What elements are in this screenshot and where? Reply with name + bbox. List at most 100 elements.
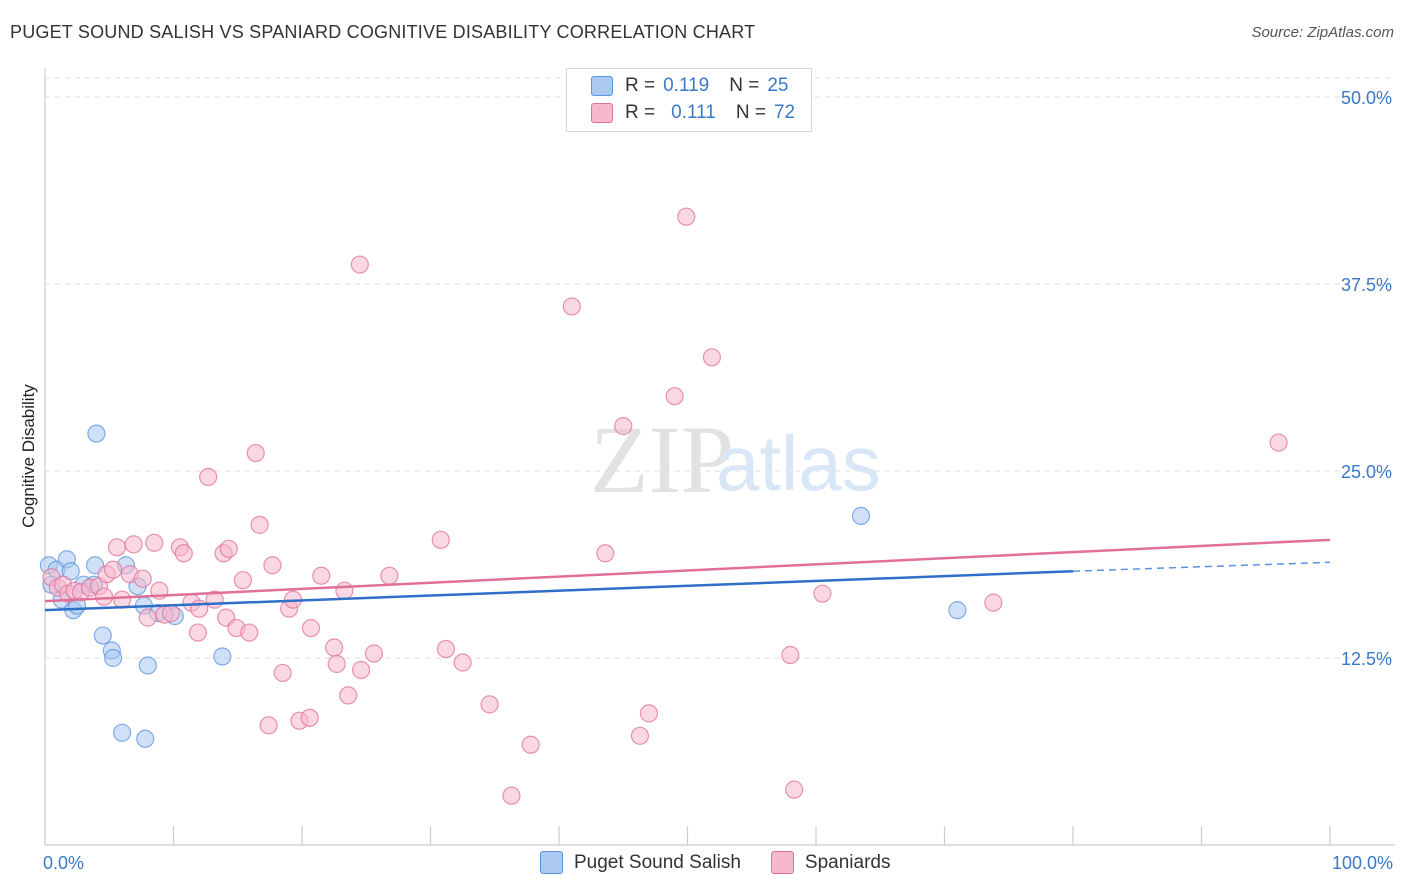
correlation-legend: R = 0.119 N = 25 R = 0.111 N = 72: [566, 68, 812, 132]
spaniard-point: [124, 535, 143, 554]
x-tick-label: 100.0%: [1332, 853, 1393, 873]
spaniard-point: [521, 735, 540, 754]
puget-point: [851, 506, 871, 525]
spaniard-point: [107, 538, 127, 557]
y-axis-label: Cognitive Disability: [19, 384, 38, 528]
y-tick-label: 25.0%: [1341, 462, 1392, 482]
spaniard-point: [174, 544, 193, 563]
legend-r-value: 0.111: [671, 102, 716, 123]
spaniard-point: [133, 569, 152, 588]
spaniard-point: [364, 644, 384, 663]
spaniard-point: [273, 663, 292, 683]
spaniard-point: [335, 581, 354, 600]
spaniard-point: [665, 387, 684, 406]
legend-label-spaniards: Spaniards: [804, 851, 891, 873]
chart-title: PUGET SOUND SALISH VS SPANIARD COGNITIVE…: [10, 22, 756, 42]
puget-point: [87, 424, 106, 443]
spaniard-point: [596, 544, 615, 563]
spaniard-point: [677, 207, 696, 226]
legend-swatch-puget: [591, 76, 613, 96]
legend-swatch-puget: [540, 851, 563, 874]
axes: [44, 68, 1395, 846]
legend-swatch-spaniards: [770, 851, 794, 874]
puget-trend-line-extension: [1072, 561, 1331, 572]
legend-n-value: 25: [767, 75, 789, 96]
spaniard-point: [138, 608, 157, 627]
spaniard-point: [233, 571, 252, 590]
puget-point: [136, 729, 155, 748]
spaniard-point: [104, 560, 123, 579]
legend-item-spaniards[interactable]: Spaniards: [770, 851, 891, 874]
spaniard-point: [781, 645, 800, 665]
spaniard-point: [436, 639, 456, 659]
spaniard-point: [301, 618, 321, 638]
spaniard-point: [259, 716, 278, 735]
spaniard-point: [112, 590, 132, 609]
spaniard-point: [327, 654, 346, 674]
y-tick-label: 12.5%: [1341, 649, 1392, 669]
legend-n-value: 72: [773, 102, 796, 123]
spaniard-point: [161, 604, 181, 623]
spaniard-point: [785, 780, 804, 799]
spaniard-point: [325, 638, 344, 657]
grid-lines: [45, 77, 1395, 659]
legend-swatch-spaniards: [591, 103, 613, 123]
data-points: [39, 207, 1288, 805]
spaniard-point: [240, 623, 259, 642]
spaniard-point: [219, 539, 238, 558]
spaniard-point: [199, 467, 218, 487]
spaniard-point: [350, 255, 369, 274]
spaniard-point: [95, 587, 114, 606]
puget-point: [104, 648, 123, 668]
spaniard-point: [639, 704, 659, 723]
spaniard-point: [380, 566, 399, 585]
spaniard-point: [1269, 433, 1288, 452]
puget-point: [213, 647, 232, 666]
spaniard-point: [813, 584, 832, 603]
spaniard-point: [352, 660, 371, 680]
legend-r-label: R =: [625, 75, 656, 96]
spaniard-point: [480, 695, 499, 714]
puget-point: [61, 562, 80, 581]
spaniard-point: [502, 786, 521, 805]
spaniard-point: [702, 348, 722, 367]
legend-item-puget[interactable]: Puget Sound Salish: [540, 851, 741, 874]
spaniard-point: [312, 566, 331, 585]
trend-lines: [44, 538, 1331, 612]
spaniard-point: [188, 623, 208, 642]
spaniard-point: [562, 297, 581, 316]
legend-r-label: R =: [625, 102, 656, 123]
legend-row-puget: R = 0.119 N = 25: [591, 74, 789, 98]
legend-r-value: 0.119: [663, 75, 710, 96]
spaniard-point: [190, 599, 209, 618]
spaniard-point: [145, 533, 164, 552]
spaniard-trend-line: [44, 538, 1331, 603]
y-tick-label: 50.0%: [1341, 88, 1392, 108]
spaniard-point: [246, 443, 265, 463]
puget-point: [138, 656, 157, 675]
puget-point: [93, 626, 112, 645]
legend-row-spaniards: R = 0.111 N = 72: [591, 101, 795, 125]
spaniard-point: [263, 556, 282, 575]
watermark-atlas: atlas: [716, 419, 881, 507]
spaniard-point: [250, 515, 269, 534]
puget-trend-line: [44, 569, 1074, 612]
spaniard-point: [339, 686, 358, 705]
source-label: Source: ZipAtlas.com: [1251, 24, 1394, 41]
puget-point: [948, 601, 967, 620]
legend-n-label: N =: [735, 102, 766, 123]
x-tick-label: 0.0%: [43, 853, 84, 873]
spaniard-point: [431, 530, 450, 549]
spaniard-point: [984, 593, 1003, 612]
spaniard-point: [300, 708, 319, 727]
series-legend: Puget Sound Salish Spaniards: [540, 851, 920, 874]
spaniard-point: [630, 726, 650, 745]
tick-labels: 12.5% 25.0% 37.5% 50.0% 0.0% 100.0%: [43, 88, 1393, 873]
y-tick-label: 37.5%: [1341, 275, 1392, 295]
legend-label-puget: Puget Sound Salish: [574, 851, 741, 873]
legend-n-label: N =: [729, 75, 760, 96]
watermark-zip: ZIP: [590, 406, 734, 513]
puget-point: [112, 723, 132, 742]
spaniard-point: [614, 417, 633, 436]
